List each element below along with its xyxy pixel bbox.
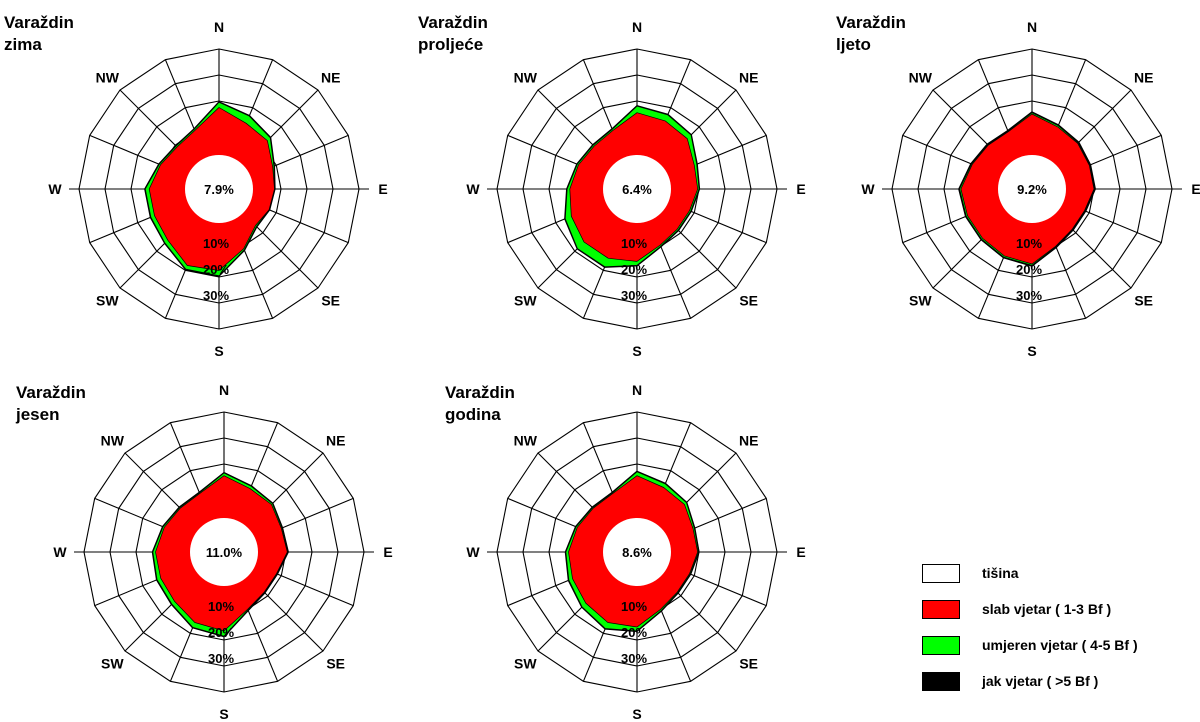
ring-label: 10% <box>621 599 647 614</box>
direction-label-sw: SW <box>909 293 932 309</box>
direction-label-w: W <box>466 181 480 197</box>
direction-label-nw: NW <box>96 69 120 85</box>
legend-label: umjeren vjetar ( 4-5 Bf ) <box>982 637 1138 653</box>
legend-item-moderate-wind: umjeren vjetar ( 4-5 Bf ) <box>922 634 1200 656</box>
calm-circle <box>603 518 671 586</box>
ring-label: 20% <box>1016 262 1042 277</box>
ring-label: 30% <box>203 288 229 303</box>
direction-label-n: N <box>214 19 224 35</box>
direction-label-s: S <box>219 706 228 722</box>
direction-label-nw: NW <box>514 69 538 85</box>
legend-label: slab vjetar ( 1-3 Bf ) <box>982 601 1112 617</box>
legend-item-strong-wind: jak vjetar ( >5 Bf ) <box>922 670 1200 692</box>
panel-title-station: Varaždin <box>445 383 515 402</box>
direction-label-se: SE <box>739 293 758 309</box>
direction-label-nw: NW <box>909 69 933 85</box>
direction-label-n: N <box>1027 19 1037 35</box>
direction-label-s: S <box>632 343 641 359</box>
ring-label: 10% <box>208 599 234 614</box>
direction-label-e: E <box>383 544 392 560</box>
panel-title-season: godina <box>445 405 501 424</box>
legend-label: tišina <box>982 565 1019 581</box>
panel-title-station: Varaždin <box>4 13 74 32</box>
calm-label: 9.2% <box>1017 182 1047 197</box>
direction-label-n: N <box>219 382 229 398</box>
wind-rose-zima: Varaždin zima 7.9% 10% 20% 30% N NE E SE S SW W NW <box>0 0 400 361</box>
calm-circle <box>185 155 253 223</box>
legend-label: jak vjetar ( >5 Bf ) <box>982 673 1099 689</box>
panel-title-season: jesen <box>16 405 60 424</box>
direction-label-ne: NE <box>326 432 345 448</box>
ring-label: 10% <box>1016 236 1042 251</box>
direction-label-n: N <box>632 19 642 35</box>
ring-label: 20% <box>621 625 647 640</box>
legend-swatch-calm <box>922 564 960 583</box>
direction-label-nw: NW <box>101 432 125 448</box>
direction-label-sw: SW <box>96 293 119 309</box>
direction-label-ne: NE <box>321 69 340 85</box>
ring-label: 20% <box>621 262 647 277</box>
direction-label-w: W <box>53 544 67 560</box>
panel-title-season: ljeto <box>836 35 871 54</box>
direction-label-ne: NE <box>739 69 758 85</box>
legend: tišina slab vjetar ( 1-3 Bf ) umjeren vj… <box>922 562 1200 712</box>
direction-label-sw: SW <box>514 293 537 309</box>
direction-label-w: W <box>861 181 875 197</box>
panel-title-station: Varaždin <box>836 13 906 32</box>
direction-label-se: SE <box>321 293 340 309</box>
wind-rose-proljece: Varaždin proljeće 6.4% 10% 20% 30% N NE E SE S SW… <box>400 0 806 361</box>
legend-swatch-moderate <box>922 636 960 655</box>
ring-label: 20% <box>208 625 234 640</box>
ring-label: 10% <box>621 236 647 251</box>
calm-label: 11.0% <box>206 545 243 560</box>
direction-label-nw: NW <box>514 432 538 448</box>
calm-label: 8.6% <box>622 545 652 560</box>
calm-label: 6.4% <box>622 182 652 197</box>
calm-label: 7.9% <box>204 182 234 197</box>
panel-title-season: zima <box>4 35 42 54</box>
panel-title-station: Varaždin <box>418 13 488 32</box>
wind-rose-jesen: Varaždin jesen 11.0% 10% 20% 30% N NE E SE S SW W N… <box>0 361 400 722</box>
legend-swatch-strong <box>922 672 960 691</box>
calm-circle <box>603 155 671 223</box>
direction-label-n: N <box>632 382 642 398</box>
direction-label-sw: SW <box>101 656 124 672</box>
direction-label-se: SE <box>1134 293 1153 309</box>
panel-title-season: proljeće <box>418 35 484 54</box>
direction-label-e: E <box>1191 181 1200 197</box>
direction-label-se: SE <box>739 656 758 672</box>
direction-label-s: S <box>632 706 641 722</box>
ring-label: 30% <box>621 288 647 303</box>
ring-label: 10% <box>203 236 229 251</box>
direction-label-sw: SW <box>514 656 537 672</box>
calm-circle <box>190 518 258 586</box>
legend-swatch-weak <box>922 600 960 619</box>
panel-title-station: Varaždin <box>16 383 86 402</box>
direction-label-se: SE <box>326 656 345 672</box>
ring-label: 20% <box>203 262 229 277</box>
direction-label-ne: NE <box>739 432 758 448</box>
direction-label-w: W <box>466 544 480 560</box>
ring-label: 30% <box>208 651 234 666</box>
direction-label-ne: NE <box>1134 69 1153 85</box>
direction-label-s: S <box>1027 343 1036 359</box>
grid <box>74 411 374 693</box>
ring-label: 30% <box>621 651 647 666</box>
wind-rose-ljeto: Varaždin ljeto 9.2% 10% 20% 30% N NE E SE S SW W NW <box>800 0 1200 361</box>
legend-item-weak-wind: slab vjetar ( 1-3 Bf ) <box>922 598 1200 620</box>
direction-label-e: E <box>796 181 805 197</box>
calm-circle <box>998 155 1066 223</box>
direction-label-e: E <box>796 544 805 560</box>
direction-label-w: W <box>48 181 62 197</box>
legend-item-calm: tišina <box>922 562 1200 584</box>
direction-label-e: E <box>378 181 387 197</box>
wind-rose-godina: Varaždin godina 8.6% 10% 20% 30% N NE E SE S SW W N… <box>400 361 806 722</box>
ring-label: 30% <box>1016 288 1042 303</box>
direction-label-s: S <box>214 343 223 359</box>
